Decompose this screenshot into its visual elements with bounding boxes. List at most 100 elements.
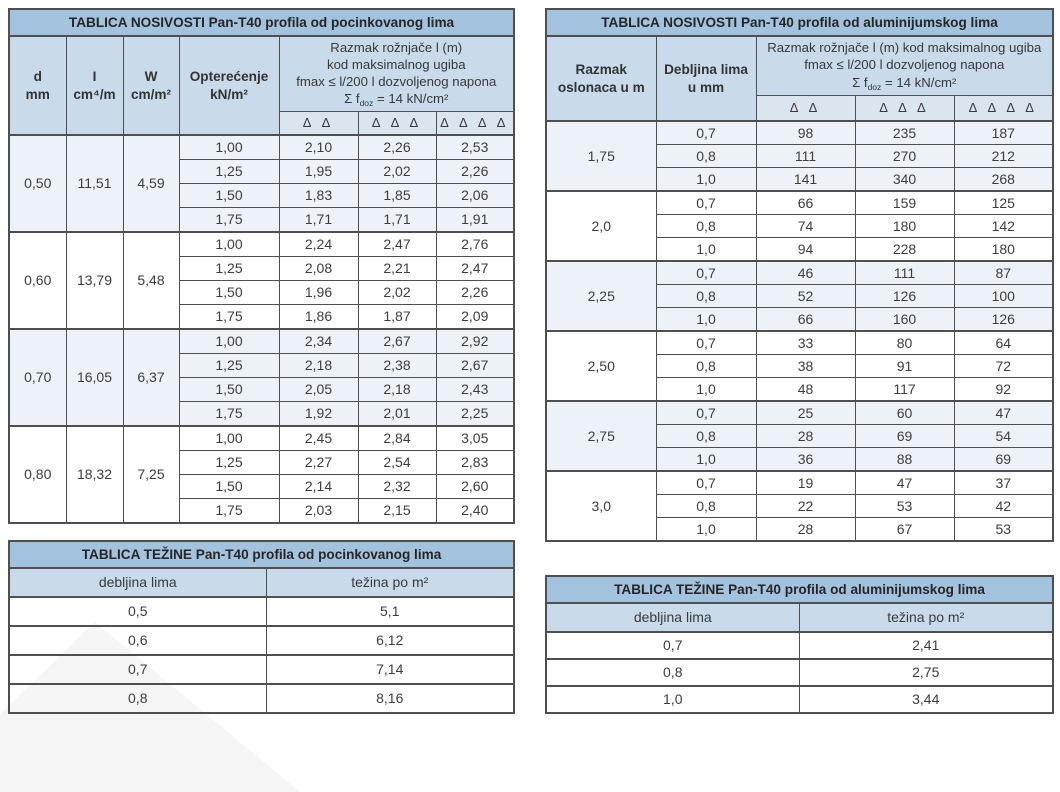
- cell-span: 1,75: [545, 120, 657, 192]
- header-line: W: [144, 68, 158, 84]
- cell: 2,08: [278, 256, 359, 281]
- cell: 1,75: [178, 401, 280, 427]
- cell: 2,83: [435, 450, 515, 475]
- cell: 1,75: [178, 498, 280, 524]
- header-line: Razmak rožnjače l (m): [330, 39, 463, 55]
- cell: 2,67: [435, 353, 515, 378]
- cell: 2,47: [435, 256, 515, 281]
- cell: 1,00: [178, 425, 280, 451]
- cell: 2,38: [357, 353, 437, 378]
- cell: 212: [953, 144, 1054, 168]
- cell: 0,8: [655, 424, 757, 448]
- cell: 47: [854, 470, 955, 495]
- cell: 2,40: [435, 498, 515, 524]
- cell: 46: [755, 260, 856, 285]
- table-row: 1,50 2,05 2,18 2,43: [9, 377, 515, 402]
- cell: 141: [755, 167, 856, 192]
- col-header-w: W cm/m²: [122, 35, 180, 136]
- header-line: oslonaca u m: [557, 79, 645, 95]
- table-row: 3,0 0,7 19 47 37: [545, 470, 1054, 542]
- header-line: Σ fdoz = 14 kN/cm²: [280, 90, 513, 109]
- header-line: kod maksimalnog ugiba: [326, 56, 466, 72]
- table-row: 1,0 66 160 126: [546, 307, 1054, 332]
- cell: 1,85: [357, 183, 437, 208]
- cell: 0,7: [655, 120, 757, 145]
- cell: 1,50: [178, 280, 280, 305]
- cell: 1,0: [655, 237, 757, 262]
- table-row: 0,5 5,1: [8, 596, 515, 627]
- table-row: 1,75 1,92 2,01 2,25: [9, 401, 515, 427]
- header-line: Razmak rožnjače l (m) kod maksimalnog ug…: [767, 40, 1042, 56]
- cell: 48: [755, 377, 856, 402]
- cell: 7,14: [265, 654, 515, 685]
- cell: 0,7: [655, 470, 757, 495]
- header-line: kN/m²: [210, 86, 248, 102]
- table-row: TABLICA NOSIVOSTI Pan-T40 profila od alu…: [545, 8, 1054, 37]
- cell: 47: [953, 400, 1054, 425]
- table-row: 0,60 13,79 5,48 1,00 2,24 2,47 2,76: [8, 231, 515, 330]
- table-row: 0,7 2,41: [545, 631, 1054, 660]
- table-row: 0,8 8,16: [8, 683, 515, 714]
- cell: 37: [953, 470, 1054, 495]
- cell: 1,0: [655, 377, 757, 402]
- cell: 160: [854, 307, 955, 332]
- cell: 74: [755, 214, 856, 238]
- cell: 94: [755, 237, 856, 262]
- cell: 0,8: [8, 683, 267, 714]
- cell: 2,67: [357, 328, 437, 354]
- col-header-thickness: Debljina lima u mm: [655, 35, 757, 122]
- cell: 66: [755, 190, 856, 215]
- cell: 0,6: [8, 625, 267, 656]
- header-line: Razmak: [575, 61, 627, 77]
- table-row: 0,8 74 180 142: [546, 214, 1054, 238]
- cell: 92: [953, 377, 1054, 402]
- cell: 1,75: [178, 207, 280, 233]
- cell: 1,96: [278, 280, 359, 305]
- table-row: 0,6 6,12: [8, 625, 515, 656]
- cell: 2,75: [798, 658, 1054, 687]
- table-row: 1,0 141 340 268: [546, 167, 1054, 192]
- table-row: 1,0 28 67 53: [546, 517, 1054, 542]
- cell: 69: [953, 447, 1054, 472]
- cell: 0,7: [8, 654, 267, 685]
- cell: 0,8: [545, 658, 800, 687]
- cell: 2,27: [278, 450, 359, 475]
- cell: 22: [755, 494, 856, 518]
- cell: 3,44: [798, 685, 1054, 714]
- cell-inertia: 16,05: [65, 328, 124, 427]
- cell-span: 2,0: [545, 190, 657, 262]
- cell: 2,47: [357, 231, 437, 257]
- cell: 36: [755, 447, 856, 472]
- cell: 0,7: [545, 631, 800, 660]
- cell: 2,18: [278, 353, 359, 378]
- header-line: d: [33, 68, 42, 84]
- cell: 1,25: [178, 450, 280, 475]
- cell: 1,00: [178, 231, 280, 257]
- sigma-text: = 14 kN/cm²: [881, 74, 957, 90]
- table-row: 1,25 2,27 2,54 2,83: [9, 450, 515, 475]
- cell: 2,05: [278, 377, 359, 402]
- cell: 1,91: [435, 207, 515, 233]
- cell-span: 2,75: [545, 400, 657, 472]
- cell: 2,02: [357, 280, 437, 305]
- cell: 2,26: [435, 159, 515, 184]
- delta-4-supports-icon: Δ Δ Δ Δ: [953, 95, 1054, 122]
- cell: 0,5: [8, 596, 267, 627]
- cell: 1,0: [655, 447, 757, 472]
- table-row: 1,50 2,14 2,32 2,60: [9, 474, 515, 499]
- table-row: d mm I cm⁴/m W cm/m² Opterećenje kN/m² R…: [8, 35, 515, 136]
- cell-span: 3,0: [545, 470, 657, 542]
- cell: 2,45: [278, 425, 359, 451]
- cell: 1,00: [178, 328, 280, 354]
- table-row: Δ Δ Δ Δ Δ Δ Δ Δ Δ: [9, 111, 515, 136]
- cell: 2,01: [357, 401, 437, 427]
- col-header-thickness: debljina lima: [545, 602, 800, 633]
- col-header-thickness: debljina lima: [8, 567, 267, 598]
- header-line: fmax ≤ l/200 l dozvoljenog napona: [296, 74, 497, 90]
- cell: 19: [755, 470, 856, 495]
- cell-span: 2,50: [545, 330, 657, 402]
- cell: 2,15: [357, 498, 437, 524]
- cell: 228: [854, 237, 955, 262]
- header-line: Debljina lima: [664, 61, 748, 77]
- cell: 2,18: [357, 377, 437, 402]
